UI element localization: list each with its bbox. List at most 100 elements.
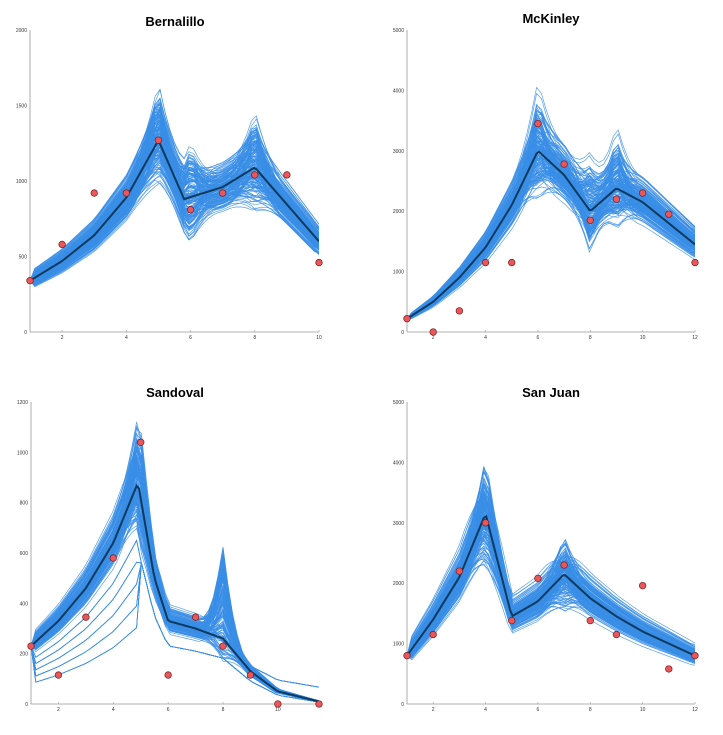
panel-mckinley: McKinley 0 1000 2000 3000 4000 5000 2 4 6 8 10 12 <box>362 0 723 367</box>
observed-point <box>54 671 63 679</box>
y-tick-label: 3000 <box>393 521 404 527</box>
ensemble-lines <box>407 86 695 320</box>
y-tick-label: 1000 <box>17 450 28 456</box>
observed-point <box>315 700 323 708</box>
y-tick-label: 3000 <box>393 149 404 155</box>
x-tick-label: 12 <box>692 707 698 713</box>
observed-point <box>251 171 259 179</box>
ensemble-lines <box>30 88 319 288</box>
x-tick-label: 6 <box>167 707 170 713</box>
mean-line <box>31 484 319 703</box>
y-tick-label: 2000 <box>393 581 404 587</box>
y-tick-label: 1500 <box>16 104 27 110</box>
observed-point <box>691 258 699 267</box>
observed-point <box>191 613 200 621</box>
x-tick-label: 10 <box>640 335 646 341</box>
mean-line <box>407 514 695 657</box>
observed-point <box>403 652 411 660</box>
x-tick-label: 8 <box>589 335 592 341</box>
observed-point <box>586 616 594 625</box>
x-tick-label: 2 <box>432 707 435 713</box>
y-tick-label: 1000 <box>393 270 404 276</box>
observed-point <box>612 630 621 639</box>
y-tick-label: 0 <box>401 702 404 708</box>
x-tick-label: 8 <box>589 707 592 713</box>
observed-point <box>691 652 699 660</box>
mean-line <box>30 140 319 282</box>
observed-point <box>665 665 673 673</box>
observed-point <box>82 613 90 621</box>
chart-title: Sandoval <box>146 385 204 400</box>
observed-point <box>219 642 227 650</box>
chart-plot-sandoval: 0 200 400 600 800 1000 1200 2 4 6 8 10 <box>17 400 323 713</box>
observed-point <box>455 567 464 575</box>
observed-point <box>586 216 594 224</box>
observed-point <box>403 315 411 323</box>
y-tick-label: 200 <box>20 652 29 658</box>
observed-point <box>164 671 172 679</box>
observed-point <box>534 574 542 583</box>
observed-point <box>429 630 437 639</box>
chart-title: San Juan <box>522 385 580 400</box>
y-tick-label: 5000 <box>393 400 404 406</box>
y-tick-label: 600 <box>20 551 29 557</box>
observed-point <box>109 554 117 562</box>
observed-point <box>186 206 195 214</box>
observed-point <box>481 519 490 527</box>
x-tick-label: 8 <box>253 335 256 341</box>
x-tick-label: 6 <box>189 335 192 341</box>
y-tick-label: 800 <box>20 501 29 507</box>
y-tick-label: 4000 <box>393 460 404 466</box>
observed-point <box>638 189 647 197</box>
y-tick-label: 0 <box>401 330 404 336</box>
observed-point <box>219 189 227 197</box>
observed-point <box>665 210 673 218</box>
observed-point <box>508 616 516 625</box>
y-tick-label: 1200 <box>17 400 28 406</box>
x-tick-label: 2 <box>432 335 435 341</box>
observed-point <box>274 700 282 708</box>
y-tick-label: 1000 <box>16 179 27 185</box>
x-tick-label: 4 <box>112 707 115 713</box>
observed-point <box>534 119 542 128</box>
observed-point <box>246 671 255 679</box>
observed-point <box>58 240 66 249</box>
observed-point <box>315 258 323 267</box>
x-tick-label: 4 <box>125 335 128 341</box>
x-tick-label: 8 <box>222 707 225 713</box>
mean-line <box>407 150 695 320</box>
chart-title: Bernalillo <box>145 14 205 29</box>
y-tick-label: 400 <box>20 601 29 607</box>
observed-point <box>154 136 163 144</box>
observed-point <box>481 258 490 267</box>
x-tick-label: 10 <box>640 707 646 713</box>
panel-san-juan: San Juan 0 1000 2000 3000 4000 5000 2 4 6 8 10 12 <box>362 368 723 735</box>
ensemble-lines <box>31 421 319 703</box>
observed-point <box>26 277 34 285</box>
x-tick-label: 4 <box>484 707 487 713</box>
x-tick-label: 2 <box>57 707 60 713</box>
y-tick-label: 500 <box>19 255 28 261</box>
x-tick-label: 2 <box>61 335 64 341</box>
observed-point <box>283 171 291 179</box>
observed-point <box>560 561 568 569</box>
observed-point <box>560 160 568 168</box>
observed-point <box>638 581 647 590</box>
x-tick-label: 12 <box>692 335 698 341</box>
chart-plot-bernalillo: 0 500 1000 1500 2000 2 4 6 8 10 <box>16 28 323 341</box>
y-tick-label: 5000 <box>393 28 404 34</box>
observed-point <box>429 328 437 336</box>
observed-point <box>508 258 516 267</box>
x-tick-label: 4 <box>484 335 487 341</box>
panel-bernalillo: Bernalillo 0 500 1000 1500 2000 2 4 6 8 10 <box>0 0 361 367</box>
observed-point <box>90 189 98 197</box>
panel-sandoval: Sandoval 0 200 400 600 800 1000 1200 2 4 6 8 10 <box>0 368 361 735</box>
y-tick-label: 0 <box>24 330 27 336</box>
chart-plot-san-juan: 0 1000 2000 3000 4000 5000 2 4 6 8 10 12 <box>393 400 699 713</box>
x-tick-label: 10 <box>316 335 322 341</box>
observed-point <box>612 195 621 203</box>
observed-point <box>27 642 35 650</box>
observed-point <box>137 438 145 446</box>
y-tick-label: 0 <box>25 702 28 708</box>
observed-point <box>122 189 130 197</box>
